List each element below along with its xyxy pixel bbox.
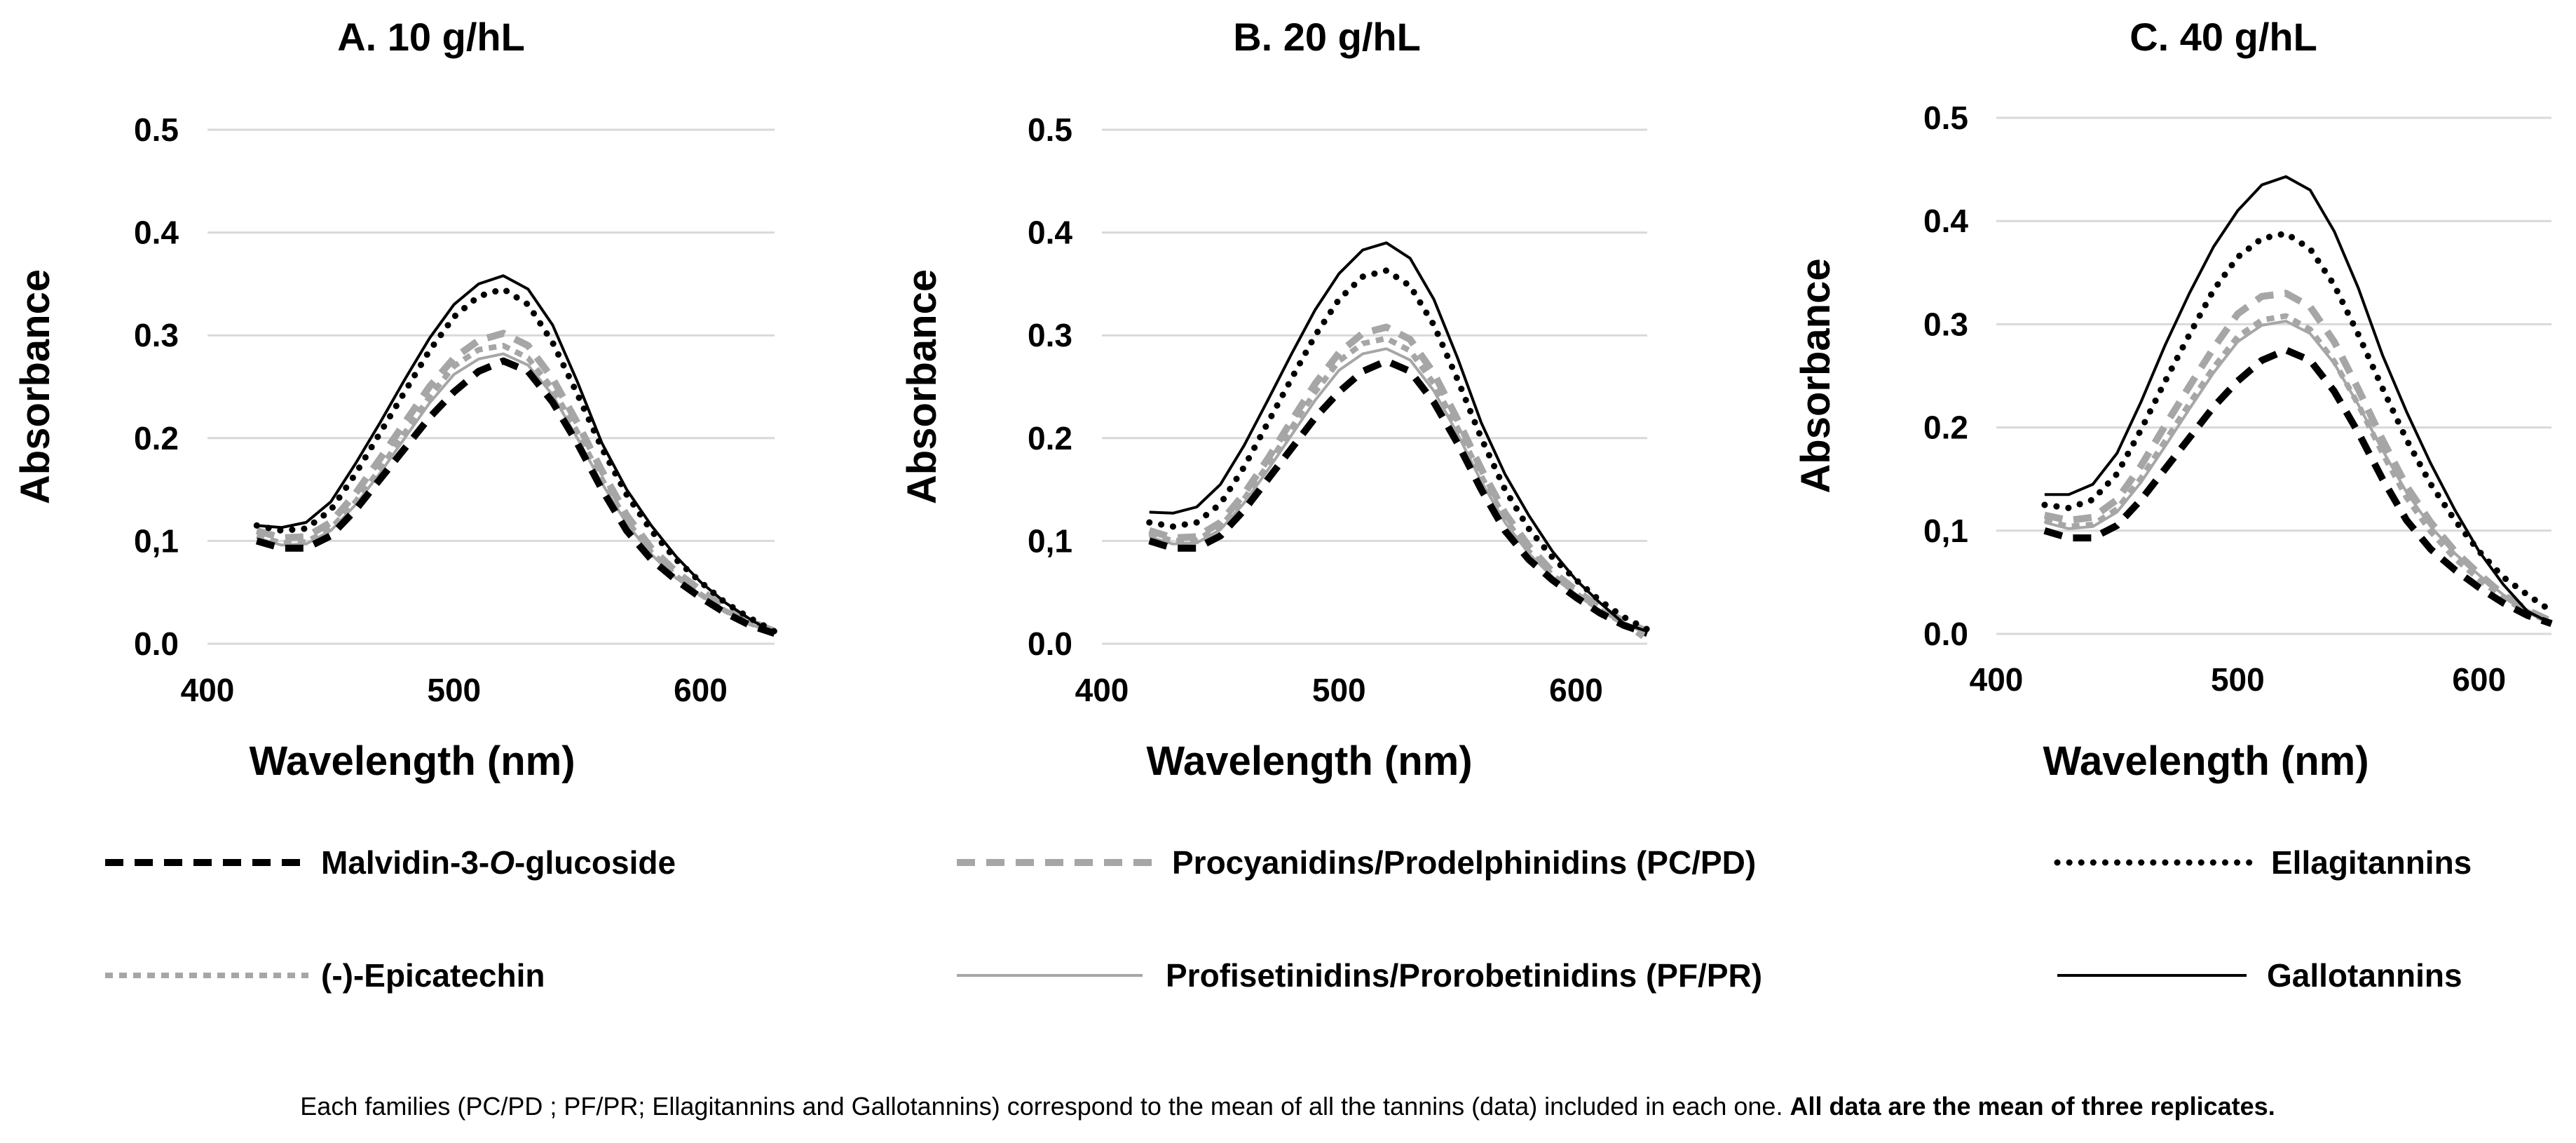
y-tick-label: 0.4 [134,215,179,251]
x-axis-title: Wavelength (nm) [2043,738,2369,784]
y-tick-label: 0,1 [1028,522,1072,559]
series-line-epicatechin [256,342,776,636]
y-tick-label: 0.2 [1923,410,1968,446]
legend-label: Ellagitannins [2271,844,2472,881]
y-tick-label: 0.4 [1923,203,1968,239]
series-line-ellagitannins [1146,267,1651,633]
y-tick-label: 0.5 [1028,111,1072,148]
legend-label: Gallotannins [2267,957,2462,994]
legend-item-epicatechin: (-)-Epicatechin [105,957,545,994]
y-tick-label: 0.0 [1028,625,1072,662]
series-line-profisetinidins-prorobetinidins-pf-pr [2044,320,2552,623]
legend-item-malvidin-3-o-glucoside: Malvidin-3-O-glucoside [105,844,676,881]
x-tick-label: 400 [1970,661,2024,698]
series-line-procyanidins-prodelphinidins-pc-pd [255,330,776,635]
x-tick-label: 400 [181,672,235,708]
legend-label: Procyanidins/Prodelphinidins (PC/PD) [1172,844,1756,881]
panel-title: A. 10 g/hL [337,15,525,59]
panel-title: C. 40 g/hL [2129,15,2317,59]
legend-item-ellagitannins: Ellagitannins [2054,844,2472,881]
y-axis-title: Absorbance [899,269,945,504]
x-tick-label: 500 [427,672,481,708]
y-tick-label: 0.0 [134,625,179,662]
y-tick-label: 0.5 [134,111,179,148]
x-tick-label: 600 [1549,672,1603,708]
y-tick-label: 0,1 [134,522,179,559]
x-axis-title: Wavelength (nm) [249,738,575,784]
legend-label: Malvidin-3-O-glucoside [321,844,676,881]
legend: Malvidin-3-O-glucoside Procyanidins/Prode… [105,844,2472,994]
figure-caption: Each families (PC/PD ; PF/PR; Ellagitann… [300,1092,2275,1121]
chart-panels: A. 10 g/hL 0.0 0,1 0.2 0.3 0.4 0.5 400 500 600 Wav… [13,15,2555,784]
y-axis-title: Absorbance [1793,258,1839,493]
y-tick-label: 0,1 [1923,513,1968,549]
chart-panel-1: A. 10 g/hL 0.0 0,1 0.2 0.3 0.4 0.5 400 500 600 Wav… [13,15,778,784]
series-line-epicatechin [2043,313,2553,625]
x-tick-label: 600 [2452,661,2506,698]
y-tick-label: 0.3 [134,317,179,353]
series-line-malvidin-3-o-glucoside [255,357,776,637]
y-tick-label: 0.3 [1923,306,1968,342]
series-line-gallotannins [1149,241,1648,633]
series-line-procyanidins-prodelphinidins-pc-pd [1148,323,1649,635]
y-tick-label: 0.3 [1028,317,1072,353]
series-line-procyanidins-prodelphinidins-pc-pd [2043,290,2554,625]
y-tick-label: 0.0 [1923,616,1968,652]
series-line-gallotannins [2044,175,2552,625]
x-tick-label: 600 [674,672,728,708]
y-axis-title: Absorbance [13,269,58,504]
legend-label: Profisetinidins/Prorobetinidins (PF/PR) [1166,957,1762,994]
panel-title: B. 20 g/hL [1233,15,1421,59]
y-tick-label: 0.2 [1028,420,1072,456]
legend-item-gallotannins: Gallotannins [2057,957,2462,994]
x-tick-label: 500 [1312,672,1366,708]
series-line-malvidin-3-o-glucoside [1148,357,1649,637]
caption-bold-text: All data are the mean of three replicate… [1790,1092,2275,1121]
legend-label: (-)-Epicatechin [321,957,545,994]
y-tick-label: 0.5 [1923,100,1968,136]
x-tick-label: 500 [2211,661,2265,698]
y-tick-label: 0.2 [134,420,179,456]
y-tick-label: 0.4 [1028,215,1072,251]
chart-panel-2: B. 20 g/hL 0.0 0,1 0.2 0.3 0.4 0.5 400 500 600 Wav… [899,15,1651,784]
series-line-gallotannins [257,274,776,635]
x-tick-label: 400 [1075,672,1129,708]
caption-text: Each families (PC/PD ; PF/PR; Ellagitann… [300,1092,1790,1121]
series-line-malvidin-3-o-glucoside [2043,346,2553,628]
legend-item-profisetinidins-prorobetinidins-pf-pr: Profisetinidins/Prorobetinidins (PF/PR) [957,957,1762,994]
series-line-ellagitannins [2041,230,2555,615]
chart-panel-3: C. 40 g/hL 0.0 0,1 0.2 0.3 0.4 0.5 400 500 600 Wav… [1793,15,2555,784]
x-axis-title: Wavelength (nm) [1146,738,1472,784]
legend-item-procyanidins-prodelphinidins-pc-pd: Procyanidins/Prodelphinidins (PC/PD) [957,844,1756,881]
